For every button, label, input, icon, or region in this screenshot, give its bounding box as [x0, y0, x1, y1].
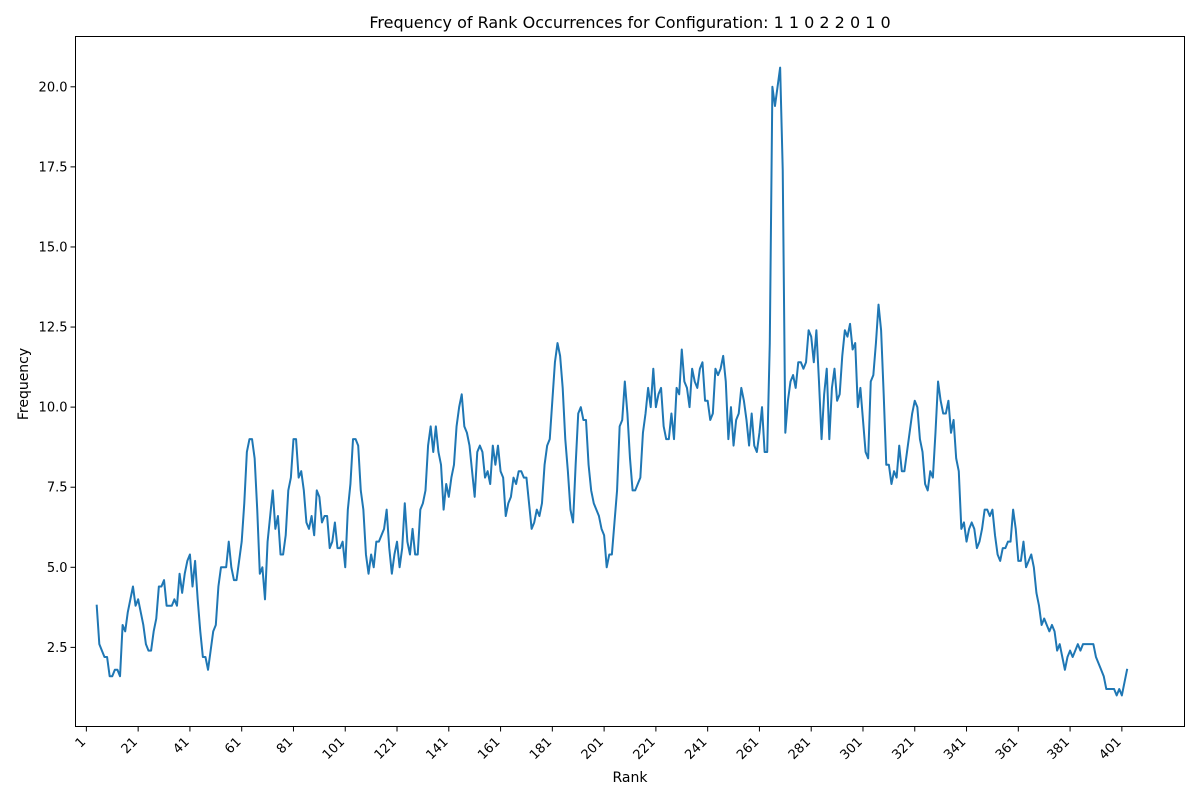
y-axis-label: Frequency	[16, 348, 32, 420]
x-axis-label: Rank	[613, 770, 649, 786]
y-tick-label: 12.5	[39, 321, 68, 336]
plot-area	[95, 66, 1129, 697]
y-axis: 2.5 5.0 7.5 10.0 12.5 15.0 17.5 20.0	[39, 80, 76, 656]
y-tick-label: 20.0	[39, 80, 68, 95]
y-tick-label: 2.5	[47, 641, 68, 656]
axes-frame	[75, 36, 1185, 727]
y-tick-label: 17.5	[39, 160, 68, 175]
series-line-frequency	[95, 66, 1129, 697]
chart-title: Frequency of Rank Occurrences for Config…	[369, 13, 890, 32]
y-tick-label: 15.0	[39, 240, 68, 255]
y-tick-label: 7.5	[47, 481, 68, 496]
y-tick-label: 5.0	[47, 561, 68, 576]
y-tick-label: 10.0	[39, 401, 68, 416]
